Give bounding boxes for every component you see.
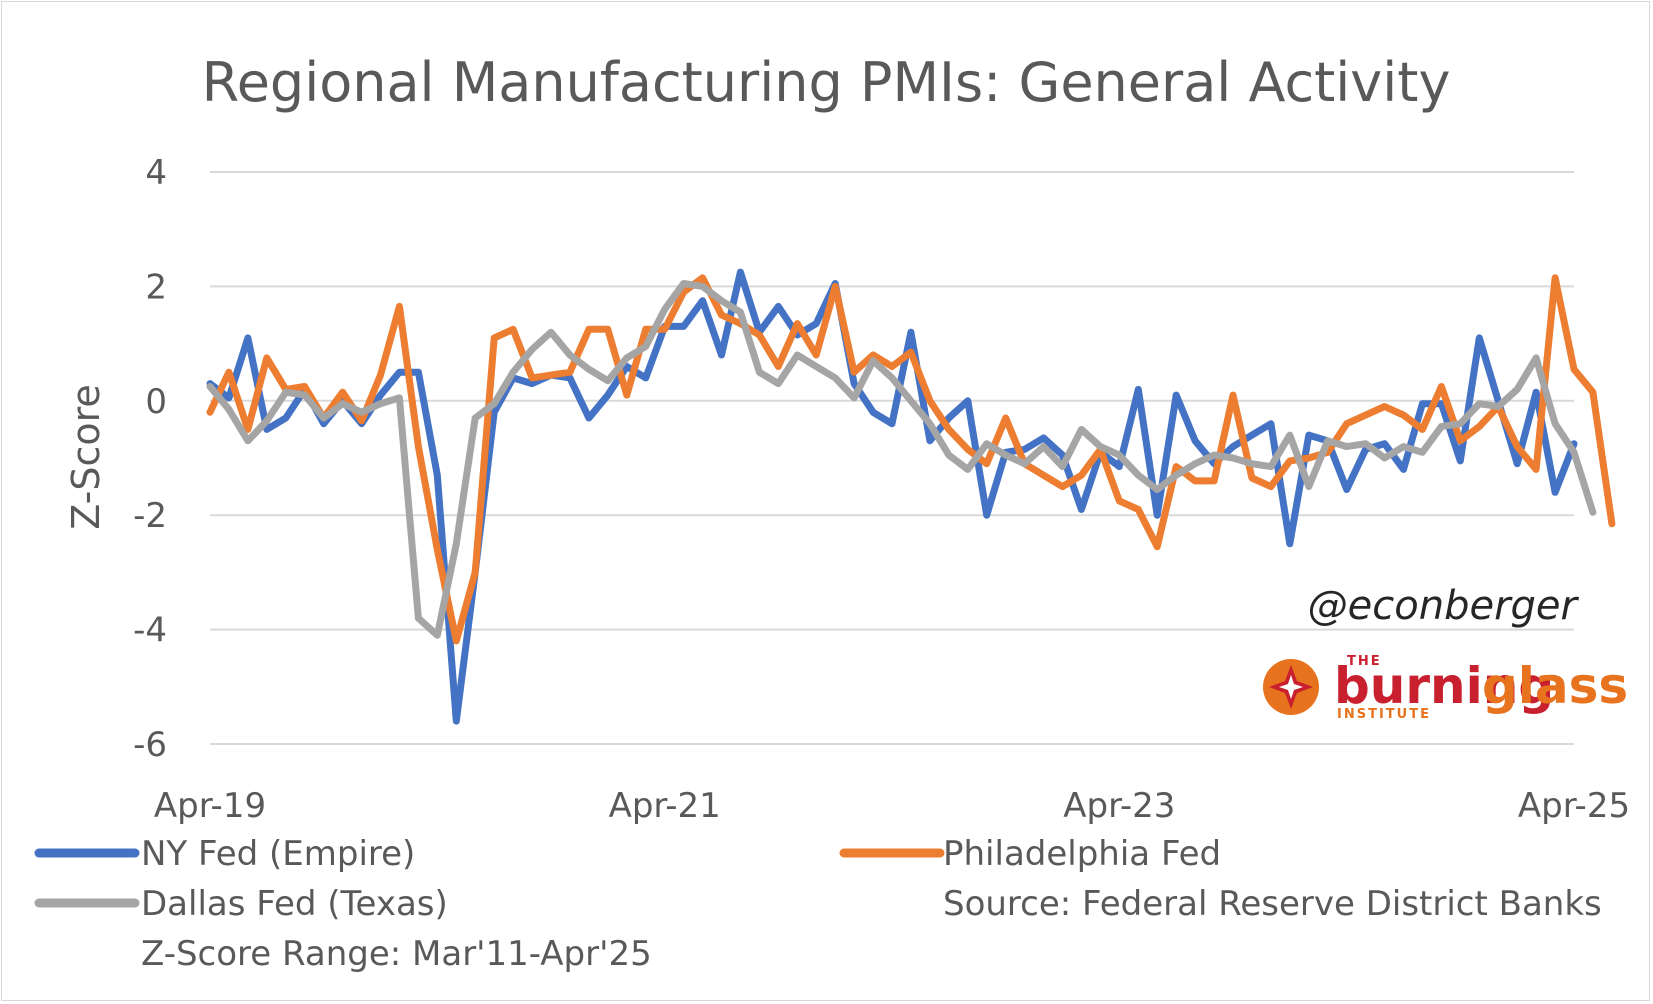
legend-label-philadelphia-fed: Philadelphia Fed — [943, 834, 1221, 874]
source-note: Source: Federal Reserve District Banks — [943, 884, 1602, 924]
series-line-philadelphia-fed — [206, 274, 1616, 645]
legend: NY Fed (Empire) Philadelphia Fed Dallas … — [34, 834, 1221, 924]
brand-glass: glass — [1482, 657, 1628, 715]
sunburst-icon — [1263, 659, 1319, 715]
y-tick-label: 2 — [145, 267, 167, 307]
legend-label-dallas-fed: Dallas Fed (Texas) — [141, 884, 448, 924]
legend-label-ny-fed: NY Fed (Empire) — [141, 834, 415, 874]
y-tick-label: -6 — [133, 725, 167, 765]
y-tick-label: -4 — [133, 611, 167, 651]
y-tick-labels: 4 2 0 -2 -4 -6 — [133, 153, 167, 765]
x-tick-label: Apr-23 — [1063, 786, 1175, 826]
brand-the: THE — [1347, 654, 1382, 669]
x-tick-label: Apr-21 — [609, 786, 721, 826]
range-note: Z-Score Range: Mar'11-Apr'25 — [141, 934, 652, 974]
brand-institute: INSTITUTE — [1337, 707, 1431, 722]
brand-burning: burning — [1334, 657, 1554, 715]
y-tick-label: -2 — [133, 496, 167, 536]
x-tick-label: Apr-19 — [154, 786, 266, 826]
y-tick-label: 4 — [145, 153, 167, 193]
series-line-ny-fed — [206, 268, 1578, 725]
chart-title: Regional Manufacturing PMIs: General Act… — [202, 51, 1451, 114]
y-axis-title: Z-Score — [64, 384, 108, 530]
burning-glass-logo: THE burning glass INSTITUTE — [1263, 654, 1628, 722]
x-tick-label: Apr-25 — [1518, 786, 1630, 826]
author-handle: @econberger — [1308, 583, 1580, 629]
x-tick-labels: Apr-19 Apr-21 Apr-23 Apr-25 — [154, 786, 1630, 826]
y-tick-label: 0 — [145, 382, 167, 422]
series-layer — [206, 268, 1616, 725]
series-line-dallas-fed — [206, 280, 1597, 639]
